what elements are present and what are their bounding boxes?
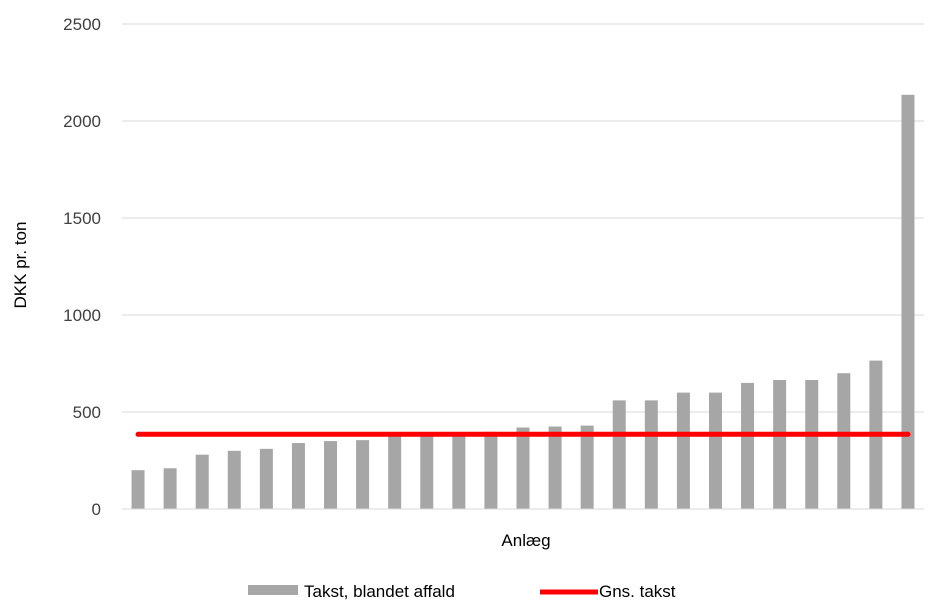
bar [163,468,177,509]
bar [676,392,690,509]
y-tick-label: 2000 [63,112,101,131]
legend-label-bars: Takst, blandet affald [304,582,455,601]
legend: Takst, blandet affald Gns. takst [248,582,676,601]
bar [291,443,305,509]
y-tick-label: 1500 [63,209,101,228]
bar [773,379,787,509]
bar [420,433,434,509]
bar [324,441,338,509]
bar [195,454,209,509]
legend-swatch-bars [248,585,298,595]
y-axis-title: DKK pr. ton [11,222,30,309]
y-tick-label: 0 [92,500,101,519]
y-tick-labels: 0 500 1000 1500 2000 2500 [63,15,101,519]
bar [837,373,851,509]
bar [644,400,658,509]
bar [805,379,819,509]
bar [131,470,145,509]
bar [452,432,466,509]
y-tick-label: 1000 [63,306,101,325]
bar [548,426,562,509]
bar [227,450,241,509]
bar [356,440,370,509]
bar [901,94,915,509]
bar [484,431,498,509]
y-tick-label: 500 [73,403,101,422]
bar [516,427,530,509]
bar [388,435,402,509]
bar [259,448,273,509]
bar [612,400,626,509]
bar [741,382,755,509]
bar [708,392,722,509]
legend-label-line: Gns. takst [599,582,676,601]
grid-lines [122,23,924,413]
x-axis-title: Anlæg [501,531,550,550]
y-tick-label: 2500 [63,15,101,34]
bar [580,425,594,509]
bar-series [131,94,915,509]
